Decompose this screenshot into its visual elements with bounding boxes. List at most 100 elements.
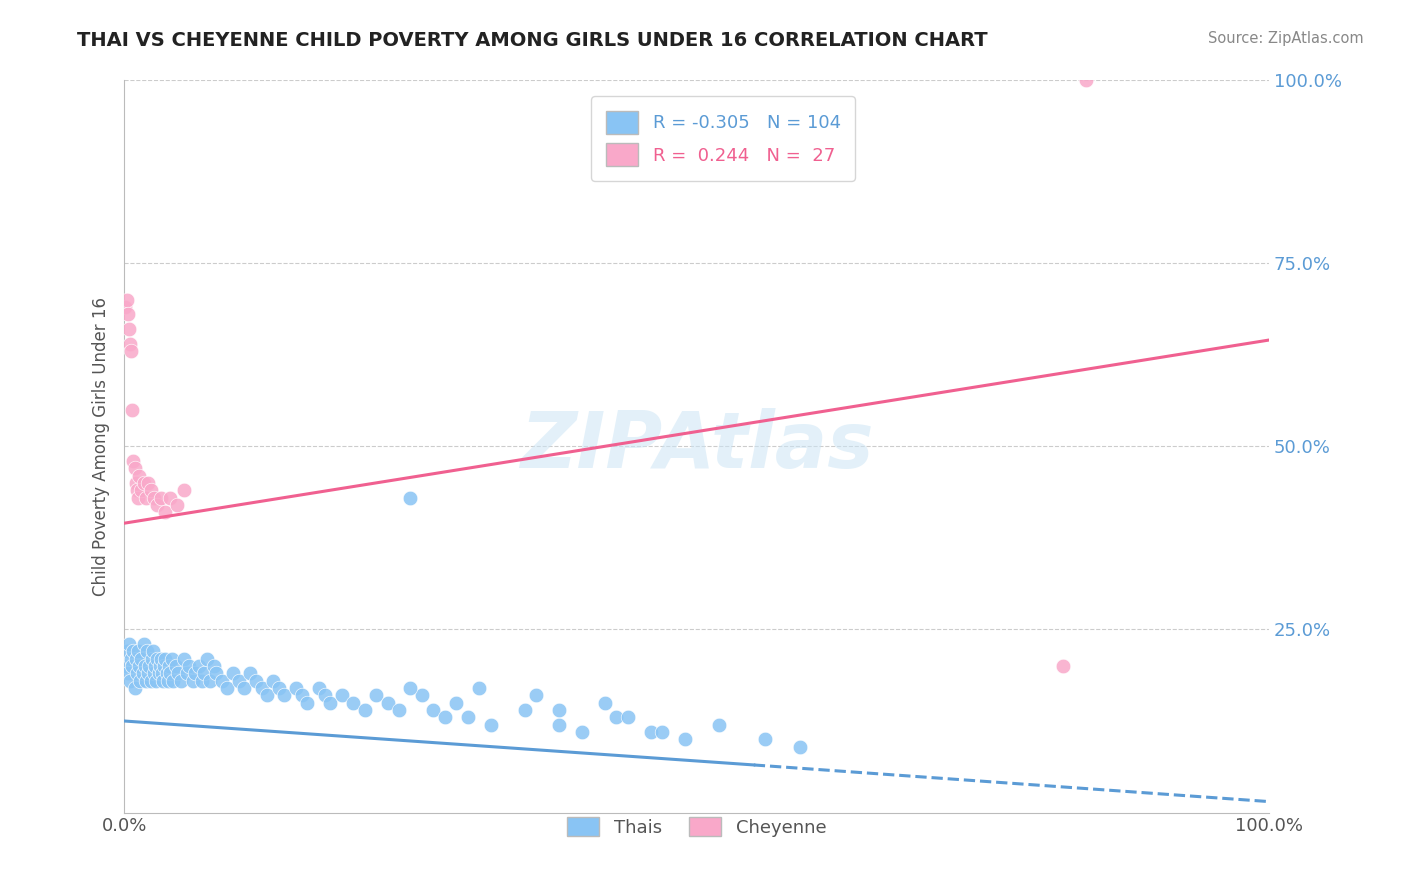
Point [114,659,136,673]
Point [789,739,811,754]
Point [166,498,188,512]
Point [152,673,174,688]
Point [202,659,225,673]
Point [167,666,190,681]
Point [479,717,502,731]
Point [422,703,444,717]
Point [143,666,166,681]
Point [617,710,640,724]
Point [179,659,201,673]
Point [142,644,165,658]
Point [155,505,177,519]
Point [149,491,172,505]
Point [132,637,155,651]
Point [187,659,209,673]
Point [117,307,139,321]
Point [129,673,152,688]
Point [131,483,153,498]
Point [297,696,319,710]
Point [291,689,314,703]
Y-axis label: Child Poverty Among Girls Under 16: Child Poverty Among Girls Under 16 [93,297,110,596]
Point [121,659,143,673]
Point [191,673,214,688]
Point [139,483,162,498]
Point [709,717,731,731]
Point [150,666,173,681]
Point [122,454,145,468]
Point [143,491,166,505]
Point [399,681,422,695]
Point [411,689,433,703]
Point [250,681,273,695]
Point [651,725,673,739]
Point [118,322,141,336]
Point [136,666,159,681]
Point [149,651,172,665]
Point [124,651,146,665]
Point [124,475,146,490]
Point [135,673,157,688]
Point [139,673,162,688]
Point [131,651,153,665]
Point [121,402,143,417]
Point [433,710,456,724]
Text: Source: ZipAtlas.com: Source: ZipAtlas.com [1208,31,1364,46]
Point [457,710,479,724]
Point [125,483,148,498]
Point [156,673,179,688]
Point [195,651,218,665]
Point [124,461,146,475]
Point [754,732,776,747]
Point [399,491,422,505]
Legend: Thais, Cheyenne: Thais, Cheyenne [560,810,834,844]
Point [148,666,170,681]
Point [122,644,145,658]
Point [131,666,153,681]
Point [314,689,336,703]
Point [136,644,159,658]
Point [136,475,159,490]
Point [132,475,155,490]
Point [115,293,138,307]
Point [159,491,181,505]
Point [159,666,181,681]
Point [444,696,467,710]
Point [170,673,193,688]
Point [181,673,204,688]
Point [135,491,157,505]
Point [1074,73,1097,87]
Point [157,659,180,673]
Point [468,681,491,695]
Point [149,659,172,673]
Point [245,673,267,688]
Point [118,673,141,688]
Text: ZIPAtlas: ZIPAtlas [520,409,873,484]
Point [176,666,198,681]
Point [162,673,184,688]
Point [114,300,136,314]
Point [548,717,571,731]
Point [342,696,364,710]
Point [640,725,662,739]
Point [141,651,163,665]
Point [239,666,262,681]
Point [548,703,571,717]
Point [128,659,150,673]
Point [120,344,142,359]
Point [513,703,536,717]
Point [184,666,207,681]
Point [256,689,278,703]
Point [673,732,696,747]
Text: THAI VS CHEYENNE CHILD POVERTY AMONG GIRLS UNDER 16 CORRELATION CHART: THAI VS CHEYENNE CHILD POVERTY AMONG GIR… [77,31,988,50]
Point [267,681,290,695]
Point [155,651,177,665]
Point [118,336,141,351]
Point [198,673,221,688]
Point [165,659,187,673]
Point [571,725,593,739]
Point [593,696,616,710]
Point [125,666,148,681]
Point [319,696,342,710]
Point [115,644,138,658]
Point [193,666,215,681]
